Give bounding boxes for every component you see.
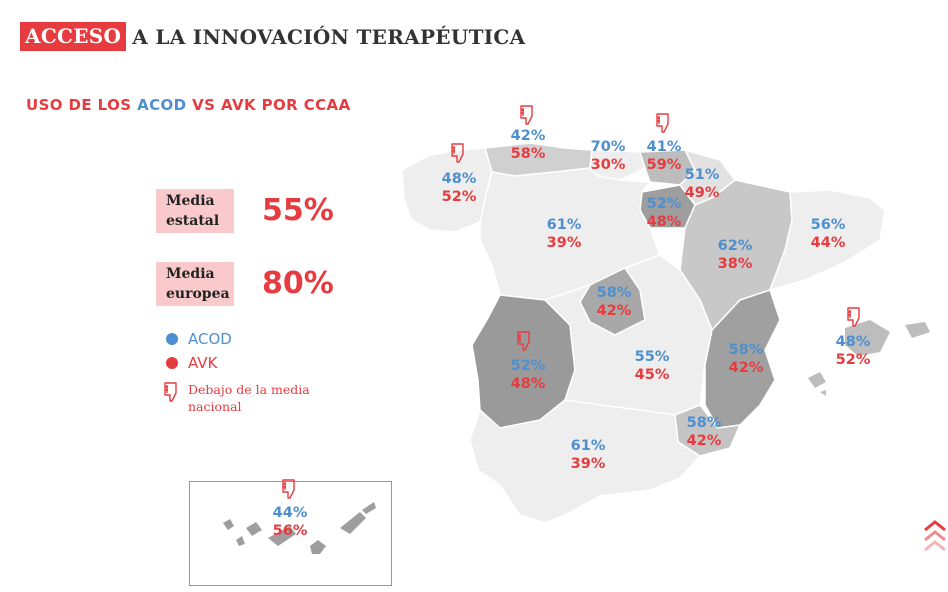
label-cataluna: 56% 44%	[810, 217, 846, 251]
map-subtitle: USO DE LOS ACOD VS AVK POR CCAA	[26, 96, 351, 114]
legend-avk: AVK	[166, 354, 217, 372]
thumbs-down-icon	[451, 143, 464, 163]
media-estatal-value: 55%	[262, 193, 334, 228]
label-extremadura: 52% 48%	[510, 358, 546, 392]
thumbs-down-icon	[847, 307, 860, 327]
thumbs-down-icon	[520, 105, 533, 125]
region-andalucia	[469, 399, 702, 524]
media-europea-label: Media europea	[156, 262, 234, 306]
media-estatal-label: Media estatal	[156, 189, 234, 233]
label-la-rioja: 52% 48%	[646, 196, 682, 230]
thumbs-down-icon	[164, 382, 177, 402]
subtitle-part2: POR CCAA	[256, 96, 351, 114]
legend-acod: ACOD	[166, 330, 232, 348]
thumbs-down-icon	[282, 479, 295, 499]
region-baleares-menorca	[905, 322, 930, 338]
chevron-up-icon	[924, 520, 946, 552]
acod-dot-icon	[166, 333, 178, 345]
legend-below-average: Debajo de la media nacional	[162, 381, 328, 415]
label-madrid: 58% 42%	[596, 285, 632, 319]
label-andalucia: 61% 39%	[570, 438, 606, 472]
region-baleares-formentera	[820, 390, 826, 396]
label-navarra: 51% 49%	[684, 167, 720, 201]
label-castilla-leon: 61% 39%	[546, 217, 582, 251]
media-europea-value: 80%	[262, 266, 334, 301]
region-baleares-mallorca	[845, 320, 890, 356]
region-castilla-leon	[479, 167, 661, 301]
subtitle-avk: AVK	[220, 96, 256, 114]
label-baleares: 48% 52%	[835, 334, 871, 368]
label-cantabria: 70% 30%	[590, 139, 626, 173]
legend-below-avg-label: Debajo de la media nacional	[188, 382, 310, 414]
canarias-map	[223, 502, 376, 554]
label-pais-vasco: 41% 59%	[646, 139, 682, 173]
subtitle-acod: ACOD	[137, 96, 187, 114]
page-title: ACCESO A LA INNOVACIÓN TERAPÉUTICA	[20, 22, 525, 51]
label-asturias: 42% 58%	[510, 128, 546, 162]
label-canarias: 44% 56%	[272, 505, 308, 539]
label-aragon: 62% 38%	[717, 238, 753, 272]
label-galicia: 48% 52%	[441, 171, 477, 205]
avk-dot-icon	[166, 357, 178, 369]
thumbs-down-icon	[656, 113, 669, 133]
region-valenciana	[704, 289, 781, 429]
subtitle-vs: VS	[186, 96, 221, 114]
canarias-inset	[189, 481, 392, 586]
region-baleares-ibiza	[808, 372, 826, 388]
legend-acod-label: ACOD	[188, 330, 232, 348]
region-cataluna	[768, 189, 886, 292]
label-valenciana: 58% 42%	[728, 342, 764, 376]
subtitle-part1: USO DE LOS	[26, 96, 138, 114]
label-castilla-la-mancha: 55% 45%	[634, 349, 670, 383]
thumbs-down-icon	[517, 331, 530, 351]
label-murcia: 58% 42%	[686, 415, 722, 449]
title-highlight: ACCESO	[20, 22, 127, 51]
legend-avk-label: AVK	[188, 354, 218, 372]
title-rest: A LA INNOVACIÓN TERAPÉUTICA	[132, 24, 526, 49]
